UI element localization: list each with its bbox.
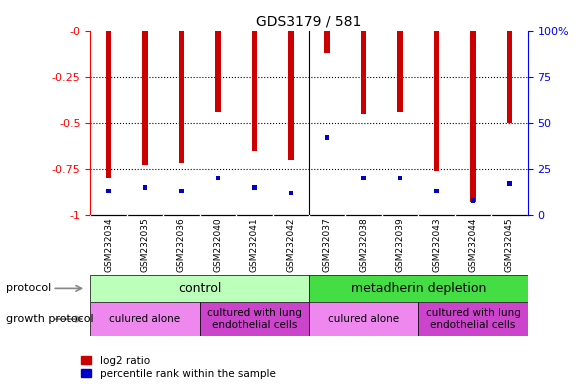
FancyBboxPatch shape: [90, 302, 199, 336]
Bar: [106, 31, 111, 178]
Bar: [398, 176, 402, 180]
Bar: [361, 176, 366, 180]
Bar: [289, 190, 293, 195]
Legend: log2 ratio, percentile rank within the sample: log2 ratio, percentile rank within the s…: [81, 356, 276, 379]
Bar: [215, 31, 220, 112]
Text: GSM232044: GSM232044: [469, 218, 477, 272]
Text: control: control: [178, 282, 222, 295]
Text: GSM232037: GSM232037: [323, 217, 332, 272]
Text: culured alone: culured alone: [110, 314, 181, 324]
Text: GSM232045: GSM232045: [505, 217, 514, 272]
Text: cultured with lung
endothelial cells: cultured with lung endothelial cells: [426, 308, 521, 330]
Bar: [471, 198, 475, 203]
Bar: [142, 31, 147, 165]
Bar: [434, 31, 439, 171]
Title: GDS3179 / 581: GDS3179 / 581: [257, 14, 361, 28]
Text: metadherin depletion: metadherin depletion: [350, 282, 486, 295]
FancyBboxPatch shape: [309, 302, 419, 336]
Bar: [252, 31, 257, 151]
Text: GSM232041: GSM232041: [250, 217, 259, 272]
Text: GSM232042: GSM232042: [286, 218, 295, 272]
Bar: [361, 31, 366, 114]
Bar: [507, 31, 512, 123]
Bar: [216, 176, 220, 180]
Text: GSM232038: GSM232038: [359, 217, 368, 272]
Text: protocol: protocol: [6, 283, 51, 293]
Bar: [398, 31, 403, 112]
Bar: [325, 135, 329, 140]
FancyBboxPatch shape: [419, 302, 528, 336]
Bar: [252, 185, 257, 190]
Text: growth protocol: growth protocol: [6, 314, 93, 324]
Bar: [179, 189, 184, 194]
Bar: [434, 189, 438, 194]
Text: GSM232035: GSM232035: [141, 217, 149, 272]
Text: culured alone: culured alone: [328, 314, 399, 324]
Bar: [106, 189, 111, 194]
Text: GSM232036: GSM232036: [177, 217, 186, 272]
Bar: [507, 181, 512, 186]
Text: GSM232040: GSM232040: [213, 217, 222, 272]
FancyBboxPatch shape: [199, 302, 309, 336]
Text: GSM232039: GSM232039: [396, 217, 405, 272]
Bar: [470, 31, 476, 202]
Bar: [143, 185, 147, 190]
Bar: [288, 31, 293, 160]
Text: cultured with lung
endothelial cells: cultured with lung endothelial cells: [207, 308, 302, 330]
Bar: [325, 31, 330, 53]
FancyBboxPatch shape: [90, 275, 309, 302]
Text: GSM232043: GSM232043: [432, 217, 441, 272]
Text: GSM232034: GSM232034: [104, 217, 113, 272]
FancyBboxPatch shape: [309, 275, 528, 302]
Bar: [179, 31, 184, 164]
